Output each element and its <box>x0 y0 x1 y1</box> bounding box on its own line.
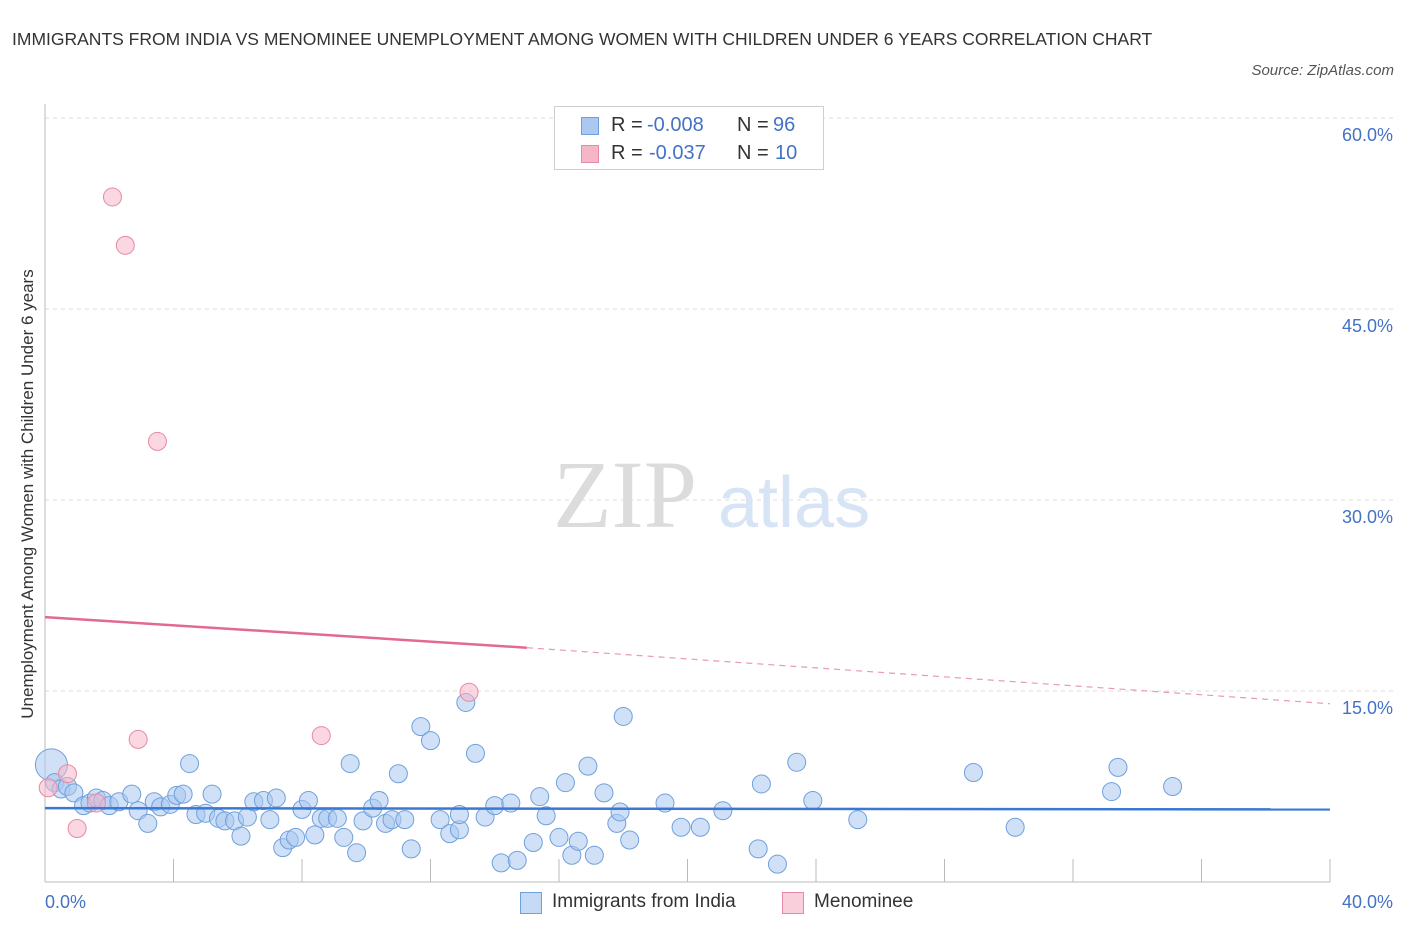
india-point <box>485 796 505 816</box>
stats-row-menominee: R = -0.037 N = 10 <box>555 139 823 167</box>
india-point <box>369 791 389 811</box>
watermark-atlas: atlas <box>718 463 870 543</box>
india-point <box>620 830 640 850</box>
india-point <box>690 817 710 837</box>
menominee-point <box>67 819 87 839</box>
india-point <box>465 743 485 763</box>
y-tick-label: 30.0% <box>1342 507 1393 527</box>
stats-box: R = -0.008 N = 96 R = -0.037 N = 10 <box>554 106 824 170</box>
india-point <box>507 850 527 870</box>
n-value: 10 <box>775 142 798 164</box>
india-point <box>430 810 450 830</box>
y-tick-label: 60.0% <box>1342 125 1393 145</box>
menominee-point <box>311 726 331 746</box>
menominee-point <box>57 764 77 784</box>
india-point <box>1108 757 1128 777</box>
india-point <box>594 783 614 803</box>
india-point <box>327 808 347 828</box>
india-point <box>449 805 469 825</box>
india-point <box>202 784 222 804</box>
india-point <box>549 827 569 847</box>
india-point <box>421 731 440 751</box>
x-tick-label-min: 0.0% <box>45 892 86 912</box>
india-point <box>578 756 598 776</box>
n-label: N = <box>737 114 769 136</box>
watermark-zip: ZIP <box>553 441 697 548</box>
legend-swatch-india <box>520 892 542 914</box>
india-point <box>411 717 431 737</box>
india-swatch <box>581 117 599 135</box>
india-point <box>173 784 193 804</box>
y-tick-label: 15.0% <box>1342 698 1393 718</box>
india-point <box>671 817 691 837</box>
india-point <box>340 754 360 774</box>
india-point <box>266 788 286 808</box>
india-point <box>848 810 868 830</box>
india-point <box>555 773 575 793</box>
india-point <box>1005 817 1025 837</box>
n-label: N = <box>737 142 769 164</box>
india-point <box>231 826 251 846</box>
india-point <box>401 839 421 859</box>
india-trend-line <box>44 806 1331 811</box>
chart-title: IMMIGRANTS FROM INDIA VS MENOMINEE UNEMP… <box>12 29 1153 49</box>
menominee-trend-extension <box>526 647 1331 705</box>
stats-row-india: R = -0.008 N = 96 <box>555 111 823 139</box>
menominee-point <box>128 729 148 749</box>
legend-swatch-menominee <box>782 892 804 914</box>
menominee-point <box>115 235 135 255</box>
r-label: R = <box>611 114 643 136</box>
india-point <box>713 801 733 821</box>
india-point <box>128 801 148 821</box>
india-point <box>748 839 768 859</box>
india-point <box>347 843 367 863</box>
india-point <box>64 783 84 803</box>
india-point <box>286 827 306 847</box>
india-point <box>388 764 408 784</box>
india-point <box>610 802 630 822</box>
india-point <box>122 784 142 804</box>
india-point <box>751 774 771 794</box>
india-point <box>1163 777 1183 796</box>
india-point <box>395 810 415 830</box>
legend-label-india: Immigrants from India <box>552 891 736 912</box>
menominee-point <box>102 187 122 207</box>
india-point <box>334 827 354 847</box>
r-value: -0.037 <box>649 142 706 164</box>
india-point <box>305 825 325 845</box>
india-point <box>536 806 556 826</box>
india-point <box>613 706 633 726</box>
india-point <box>260 810 280 830</box>
india-point <box>568 831 588 851</box>
india-point <box>523 833 543 853</box>
r-label: R = <box>611 142 643 164</box>
x-tick-label-max: 40.0% <box>1342 892 1393 912</box>
source-credit: Source: ZipAtlas.com <box>1251 62 1394 79</box>
india-point <box>803 791 823 811</box>
india-point <box>787 752 807 772</box>
menominee-point <box>459 682 479 702</box>
n-value: 96 <box>773 114 796 136</box>
menominee-trend-line <box>44 615 527 649</box>
india-point <box>767 854 787 874</box>
legend-label-menominee: Menominee <box>814 891 914 912</box>
india-point <box>1102 782 1122 802</box>
india-point <box>138 813 158 833</box>
india-point <box>530 787 550 807</box>
india-point <box>963 762 983 782</box>
menominee-point <box>38 778 58 798</box>
menominee-point <box>147 431 167 451</box>
legend: Immigrants from India Menominee <box>0 890 1406 914</box>
india-point <box>491 853 511 873</box>
india-point <box>180 754 200 774</box>
r-value: -0.008 <box>647 114 704 136</box>
india-point <box>584 845 604 865</box>
y-tick-label: 45.0% <box>1342 316 1393 336</box>
india-point <box>353 811 373 831</box>
india-point <box>298 791 318 811</box>
menominee-swatch <box>581 145 599 163</box>
